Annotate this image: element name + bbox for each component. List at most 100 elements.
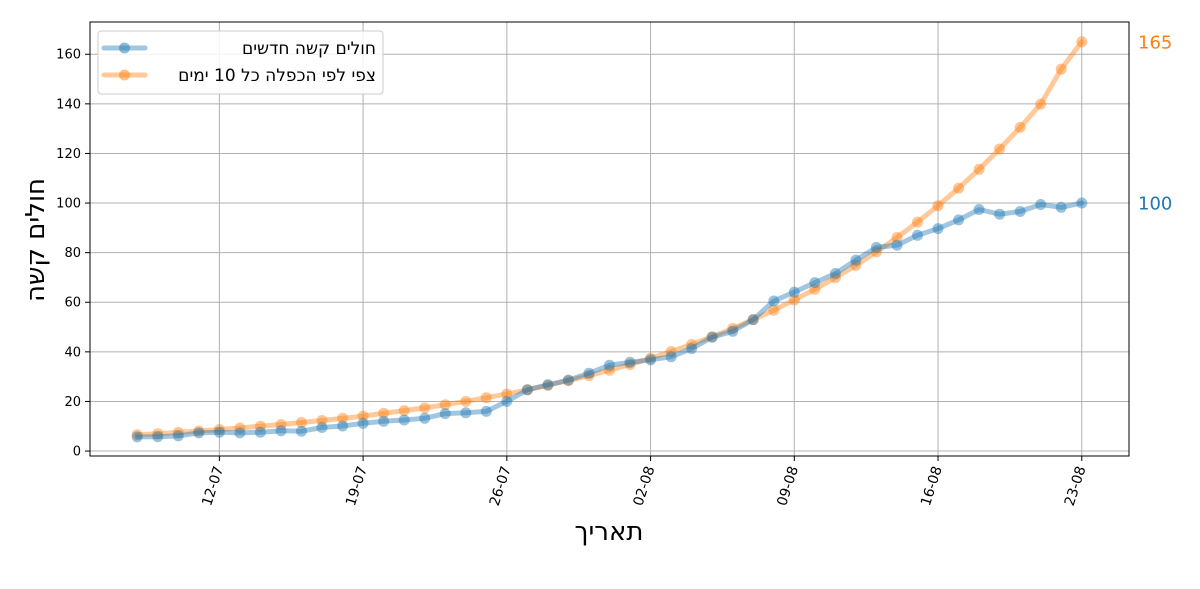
- data-point: [788, 286, 800, 298]
- data-point: [234, 422, 246, 434]
- data-point: [439, 399, 451, 411]
- data-point: [727, 325, 739, 337]
- data-point: [727, 323, 739, 334]
- data-point: [624, 356, 636, 368]
- y-tick-label: 20: [64, 395, 81, 410]
- y-tick-label: 140: [56, 97, 81, 112]
- data-point: [1076, 36, 1088, 48]
- legend-label-series-2: צפי לפי הכפלה כל 10 ימים: [178, 66, 376, 86]
- y-tick-label: 100: [56, 197, 81, 212]
- series-2: [131, 36, 1088, 441]
- data-point: [254, 420, 266, 432]
- data-point: [439, 408, 451, 420]
- data-point: [1055, 63, 1067, 75]
- data-point: [316, 422, 328, 433]
- data-point: [542, 379, 554, 391]
- y-tick-label: 60: [64, 296, 81, 311]
- data-point: [378, 407, 390, 419]
- data-point: [829, 268, 841, 279]
- data-point: [193, 425, 205, 437]
- data-point: [809, 277, 821, 289]
- y-tick-label: 80: [64, 246, 81, 261]
- data-point: [768, 295, 780, 307]
- data-point: [850, 254, 862, 266]
- data-point: [296, 425, 307, 437]
- data-point: [337, 412, 349, 424]
- data-point: [912, 229, 923, 241]
- series-layer: [131, 36, 1088, 443]
- y-axis-ticks: 0 20 40 60 80 100 120 140 160: [56, 48, 90, 460]
- data-point: [213, 426, 225, 438]
- data-point: [1014, 206, 1026, 217]
- end-label-series-1: 100: [1138, 194, 1172, 215]
- data-point: [870, 241, 882, 253]
- data-point: [604, 359, 615, 371]
- data-point: [337, 420, 349, 432]
- data-point: [275, 419, 287, 430]
- data-point: [480, 405, 492, 417]
- data-point: [768, 304, 780, 316]
- y-axis-title: חולים קשה: [21, 178, 51, 302]
- x-axis-ticks: 12-07 19-07 26-07 02-08 09-08 16-08 23-08: [199, 456, 1090, 508]
- data-point: [953, 182, 965, 194]
- data-point: [829, 272, 841, 284]
- data-point: [1055, 201, 1067, 213]
- data-point: [973, 163, 985, 175]
- data-point: [686, 343, 698, 355]
- data-point: [398, 414, 410, 426]
- data-point: [706, 331, 718, 343]
- data-point: [870, 246, 882, 258]
- data-point: [665, 351, 677, 363]
- legend-label-series-1: חולים קשה חדשים: [242, 39, 376, 59]
- data-point: [296, 417, 307, 428]
- data-point: [460, 407, 472, 419]
- data-point: [891, 232, 903, 243]
- data-point: [460, 395, 472, 407]
- data-point: [131, 429, 143, 441]
- data-point: [193, 427, 205, 439]
- data-point: [213, 424, 225, 435]
- x-axis-title: תאריך: [575, 517, 644, 547]
- data-point: [788, 294, 800, 306]
- data-point: [501, 388, 513, 400]
- data-point: [152, 431, 164, 443]
- data-point: [131, 431, 143, 443]
- y-tick-label: 40: [64, 345, 81, 360]
- data-point: [254, 426, 266, 438]
- x-tick-label: 23-08: [1062, 464, 1090, 508]
- data-point: [645, 352, 657, 364]
- data-point: [747, 314, 759, 326]
- data-point: [973, 204, 985, 215]
- plot-frame: [89, 21, 1130, 457]
- data-point: [665, 346, 677, 358]
- x-tick-label: 02-08: [631, 464, 659, 508]
- x-tick-label: 26-07: [487, 464, 515, 508]
- data-point: [398, 405, 410, 417]
- data-point: [419, 412, 431, 424]
- data-point: [706, 331, 718, 343]
- data-point: [932, 200, 944, 212]
- legend: חולים קשה חדשים צפי לפי הכפלה כל 10 ימים: [97, 30, 384, 95]
- end-label-series-2: 165: [1138, 32, 1172, 53]
- y-tick-label: 120: [56, 147, 81, 162]
- data-point: [1035, 98, 1047, 110]
- data-point: [686, 338, 698, 350]
- data-point: [501, 395, 513, 407]
- data-point: [562, 374, 574, 386]
- data-point: [850, 259, 862, 271]
- data-point: [912, 216, 923, 228]
- data-point: [645, 354, 657, 366]
- series-line: [134, 39, 1085, 438]
- data-point: [316, 415, 328, 426]
- data-point: [583, 370, 595, 382]
- data-point: [234, 427, 246, 439]
- data-point: [357, 417, 369, 429]
- data-point: [1035, 199, 1047, 210]
- data-point: [994, 143, 1006, 155]
- data-point: [521, 384, 533, 396]
- y-tick-label: 160: [56, 48, 81, 63]
- data-point: [419, 402, 431, 414]
- series-1: [131, 197, 1088, 443]
- data-point: [932, 223, 944, 235]
